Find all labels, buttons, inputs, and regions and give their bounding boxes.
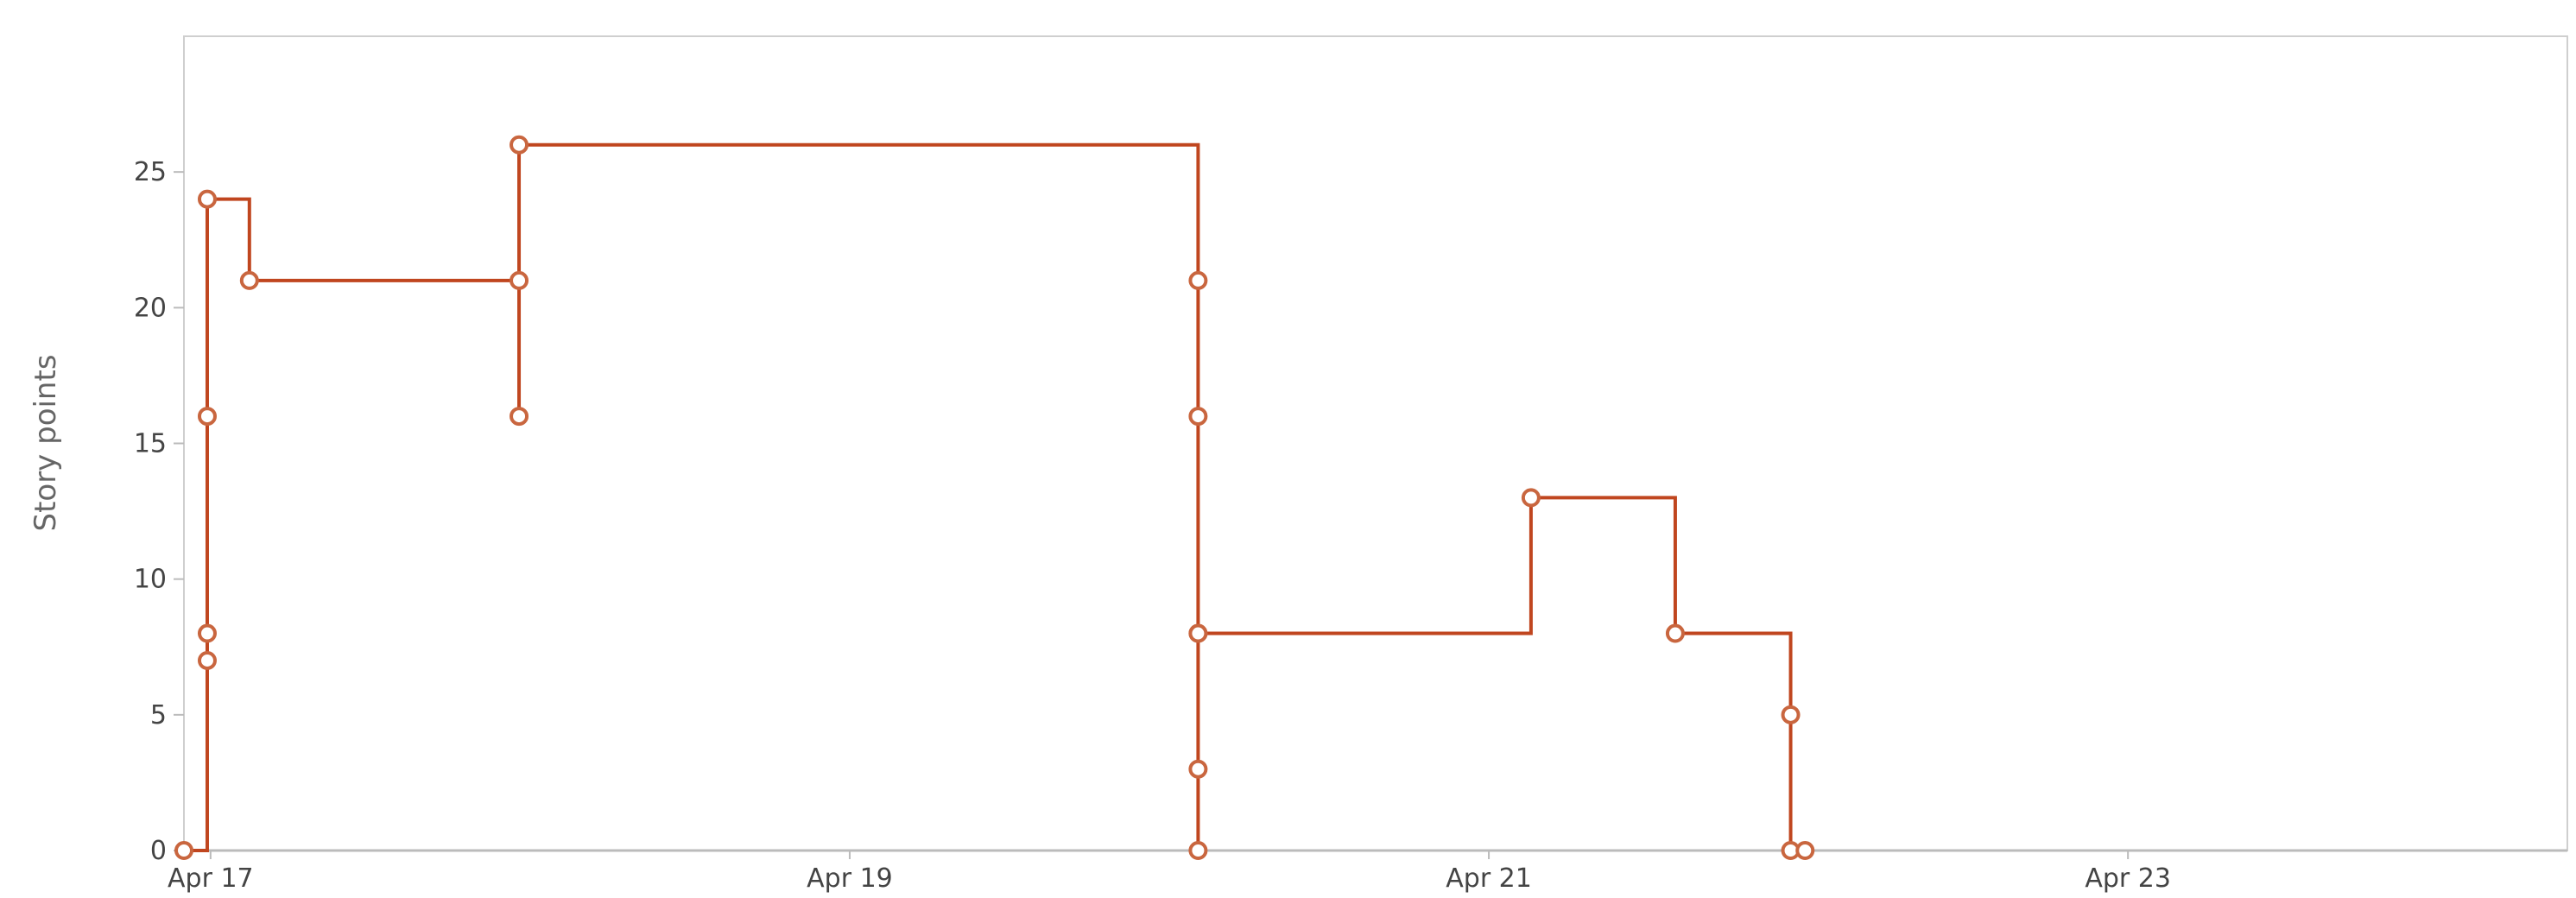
y-tick-label: 0: [150, 836, 167, 866]
data-point-marker[interactable]: [197, 650, 217, 670]
data-point-marker[interactable]: [174, 841, 193, 860]
data-point-marker[interactable]: [1188, 270, 1208, 290]
data-point-marker[interactable]: [1665, 623, 1685, 643]
y-tick-label: 25: [134, 157, 167, 187]
data-point-marker[interactable]: [1795, 841, 1815, 860]
data-point-marker[interactable]: [197, 189, 217, 209]
data-point-marker[interactable]: [1188, 623, 1208, 643]
y-axis-label: Story points: [28, 354, 63, 531]
plot-border: [183, 35, 2568, 851]
data-point-marker[interactable]: [1521, 488, 1541, 508]
x-tick-label: Apr 19: [807, 863, 893, 894]
x-tick-label: Apr 17: [168, 863, 254, 894]
data-point-marker[interactable]: [1188, 841, 1208, 860]
x-axis: Apr 17 Apr 19 Apr 21 Apr 23: [168, 851, 2171, 894]
series-markers: [174, 135, 1815, 860]
data-point-marker[interactable]: [239, 270, 259, 290]
data-point-marker[interactable]: [1188, 407, 1208, 427]
y-axis: 0 5 10 15 20 25: [134, 157, 184, 866]
x-tick-label: Apr 21: [1446, 863, 1532, 894]
y-tick-label: 20: [134, 293, 167, 323]
data-point-marker[interactable]: [1781, 705, 1801, 724]
y-tick-label: 15: [134, 429, 167, 459]
data-point-marker[interactable]: [1188, 759, 1208, 779]
data-point-marker[interactable]: [197, 407, 217, 427]
data-point-marker[interactable]: [510, 270, 529, 290]
y-tick-label: 5: [150, 700, 167, 730]
series-step-line: [184, 142, 1806, 852]
y-tick-label: 10: [134, 565, 167, 595]
data-point-marker[interactable]: [510, 407, 529, 427]
data-point-marker[interactable]: [197, 623, 217, 643]
x-tick-label: Apr 23: [2085, 863, 2171, 894]
data-point-marker[interactable]: [510, 135, 529, 155]
